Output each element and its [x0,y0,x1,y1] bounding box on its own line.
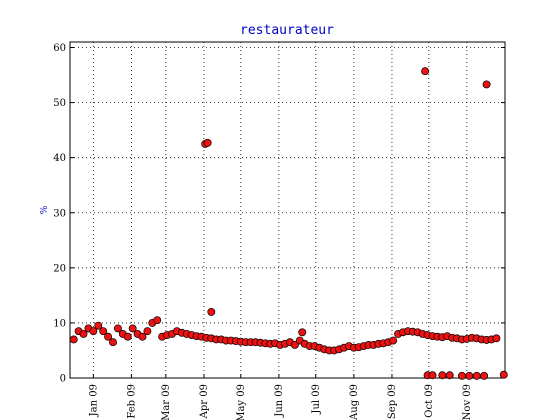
point [123,332,132,341]
y-tick-label: 10 [53,318,66,329]
point [128,324,137,333]
x-tick-label: Jun 09 [274,384,285,418]
point [290,341,299,349]
point [480,371,489,380]
x-tick-label: Feb 09 [126,384,137,419]
x-tick-label: Sep 09 [387,384,398,419]
point [203,138,212,147]
x-tick-label: Mar 09 [161,384,172,420]
point [482,80,491,89]
point [79,329,88,338]
point [109,338,117,347]
point [69,335,78,344]
y-tick-label: 60 [53,43,66,54]
point [492,334,501,343]
point [298,328,307,337]
x-tick-label: Apr 09 [199,384,210,419]
y-tick-label: 40 [53,153,66,164]
y-tick-label: 20 [53,263,66,274]
point [458,371,466,380]
y-tick-label: 0 [60,374,66,385]
point [138,332,147,341]
point [153,316,162,325]
plot-frame [69,41,506,379]
x-tick-label: Nov 09 [462,384,473,420]
x-tick-label: Aug 09 [349,384,360,420]
x-tick-label: Jul 09 [311,384,322,415]
point [465,371,474,380]
x-tick-label: Oct 09 [424,384,435,418]
x-tick-label: May 09 [236,384,247,420]
point [113,324,122,333]
point [89,327,98,336]
point [421,67,430,76]
y-axis-label: % [40,205,50,214]
point [94,321,103,330]
point [99,327,108,336]
point [499,370,508,379]
chart-title: restaurateur [240,23,334,38]
x-tick-label: Jan 09 [88,384,99,417]
point [104,332,113,341]
point [207,307,216,316]
point [445,371,454,380]
point [428,371,437,380]
point [389,336,398,345]
y-tick-label: 50 [53,98,66,109]
point [143,327,152,336]
y-tick-label: 30 [53,208,66,219]
point [472,371,481,380]
point [438,371,447,380]
